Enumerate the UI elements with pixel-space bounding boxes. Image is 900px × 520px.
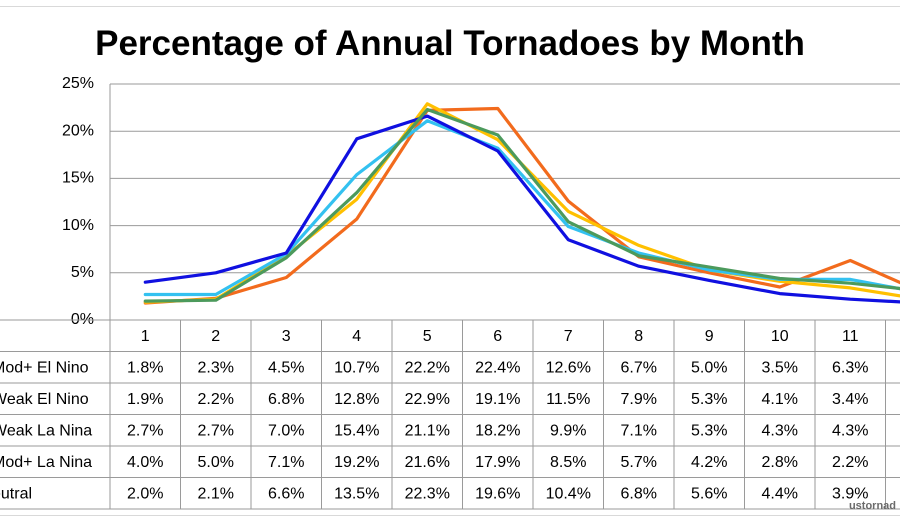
x-category-label: 10 bbox=[771, 328, 789, 345]
table-data-label: 2.7% bbox=[127, 422, 163, 439]
table-data-label: 9.9% bbox=[550, 422, 586, 439]
chart-frame bbox=[0, 6, 900, 516]
table-data-label: 2.7% bbox=[198, 422, 234, 439]
table-data-label: 17.9% bbox=[475, 454, 520, 471]
table-data-label: 2.0% bbox=[127, 485, 163, 502]
x-category-label: 5 bbox=[423, 328, 432, 345]
table-data-label: 1.9% bbox=[127, 391, 163, 408]
table-data-label: 12.8% bbox=[334, 391, 379, 408]
table-data-label: 18.2% bbox=[475, 422, 520, 439]
table-data-label: 22.9% bbox=[405, 391, 450, 408]
table-data-label: 3.5% bbox=[762, 359, 798, 376]
table-data-label: 4.0% bbox=[127, 454, 163, 471]
table-data-label: 21.6% bbox=[405, 454, 450, 471]
table-row-label: Weak El Nino bbox=[0, 391, 89, 408]
table-data-label: 22.2% bbox=[405, 359, 450, 376]
series-line bbox=[143, 119, 900, 297]
x-category-label: 6 bbox=[493, 328, 502, 345]
x-category-label: 9 bbox=[705, 328, 714, 345]
table-data-label: 4.3% bbox=[762, 422, 798, 439]
table-data-label: 5.3% bbox=[691, 422, 727, 439]
x-category-label: 11 bbox=[842, 328, 859, 345]
x-category-label: 3 bbox=[282, 328, 291, 345]
x-category-label: 1 bbox=[141, 328, 150, 345]
table-data-label: 19.6% bbox=[475, 485, 520, 502]
table-data-label: 4.5% bbox=[268, 359, 304, 376]
table-data-label: 5.0% bbox=[691, 359, 727, 376]
table-data-label: 5.7% bbox=[621, 454, 657, 471]
table-data-label: 6.8% bbox=[621, 485, 657, 502]
table-data-label: 1.8% bbox=[127, 359, 163, 376]
y-tick-label: 20% bbox=[62, 122, 94, 139]
y-tick-label: 25% bbox=[62, 75, 94, 92]
table-data-label: 6.8% bbox=[268, 391, 304, 408]
table-data-label: 5.0% bbox=[198, 454, 234, 471]
watermark: ustornad bbox=[848, 500, 896, 512]
table-data-label: 4.1% bbox=[762, 391, 798, 408]
series-line bbox=[143, 107, 900, 303]
table-data-label: 22.4% bbox=[475, 359, 520, 376]
table-data-label: 10.4% bbox=[546, 485, 591, 502]
table-data-label: 6.3% bbox=[832, 359, 868, 376]
table-data-label: 2.3% bbox=[198, 359, 234, 376]
table-data-label: 4.4% bbox=[762, 485, 798, 502]
table-data-label: 19.2% bbox=[334, 454, 379, 471]
table-data-label: 10.7% bbox=[334, 359, 379, 376]
x-category-label: 4 bbox=[352, 328, 361, 345]
table-data-label: 7.1% bbox=[621, 422, 657, 439]
y-tick-label: 5% bbox=[71, 264, 94, 281]
table-data-label: 4.2% bbox=[691, 454, 727, 471]
table-row-label: Weak La Nina bbox=[0, 422, 92, 439]
table-data-label: 2.2% bbox=[832, 454, 868, 471]
table-data-label: 21.1% bbox=[405, 422, 450, 439]
table-data-label: 8.5% bbox=[550, 454, 586, 471]
table-data-label: 7.1% bbox=[268, 454, 304, 471]
table-data-label: 7.9% bbox=[621, 391, 657, 408]
table-data-label: 22.3% bbox=[405, 485, 450, 502]
table-row-label: Mod+ La Nina bbox=[0, 454, 92, 471]
table-row-label: eutral bbox=[0, 485, 32, 502]
table-data-label: 6.6% bbox=[268, 485, 304, 502]
y-tick-label: 10% bbox=[62, 217, 94, 234]
chart-title: Percentage of Annual Tornadoes by Month bbox=[95, 24, 805, 63]
table-data-label: 11.5% bbox=[546, 391, 590, 408]
series-line bbox=[143, 114, 900, 304]
table-data-label: 7.0% bbox=[268, 422, 304, 439]
table-data-label: 12.6% bbox=[546, 359, 591, 376]
x-category-label: 7 bbox=[564, 328, 573, 345]
x-category-label: 2 bbox=[211, 328, 220, 345]
table-data-label: 4.3% bbox=[832, 422, 868, 439]
table-data-label: 2.1% bbox=[198, 485, 234, 502]
y-tick-label: 15% bbox=[62, 170, 94, 187]
table-data-label: 5.6% bbox=[691, 485, 727, 502]
table-data-label: 19.1% bbox=[475, 391, 520, 408]
table-data-label: 2.2% bbox=[198, 391, 234, 408]
table-data-label: 13.5% bbox=[334, 485, 379, 502]
table-data-label: 2.8% bbox=[762, 454, 798, 471]
table-data-label: 3.9% bbox=[832, 485, 868, 502]
table-row-label: Mod+ El Nino bbox=[0, 359, 89, 376]
table-data-label: 3.4% bbox=[832, 391, 868, 408]
x-category-label: 8 bbox=[634, 328, 643, 345]
table-data-label: 15.4% bbox=[334, 422, 379, 439]
table-data-label: 6.7% bbox=[621, 359, 657, 376]
table-data-label: 5.3% bbox=[691, 391, 727, 408]
